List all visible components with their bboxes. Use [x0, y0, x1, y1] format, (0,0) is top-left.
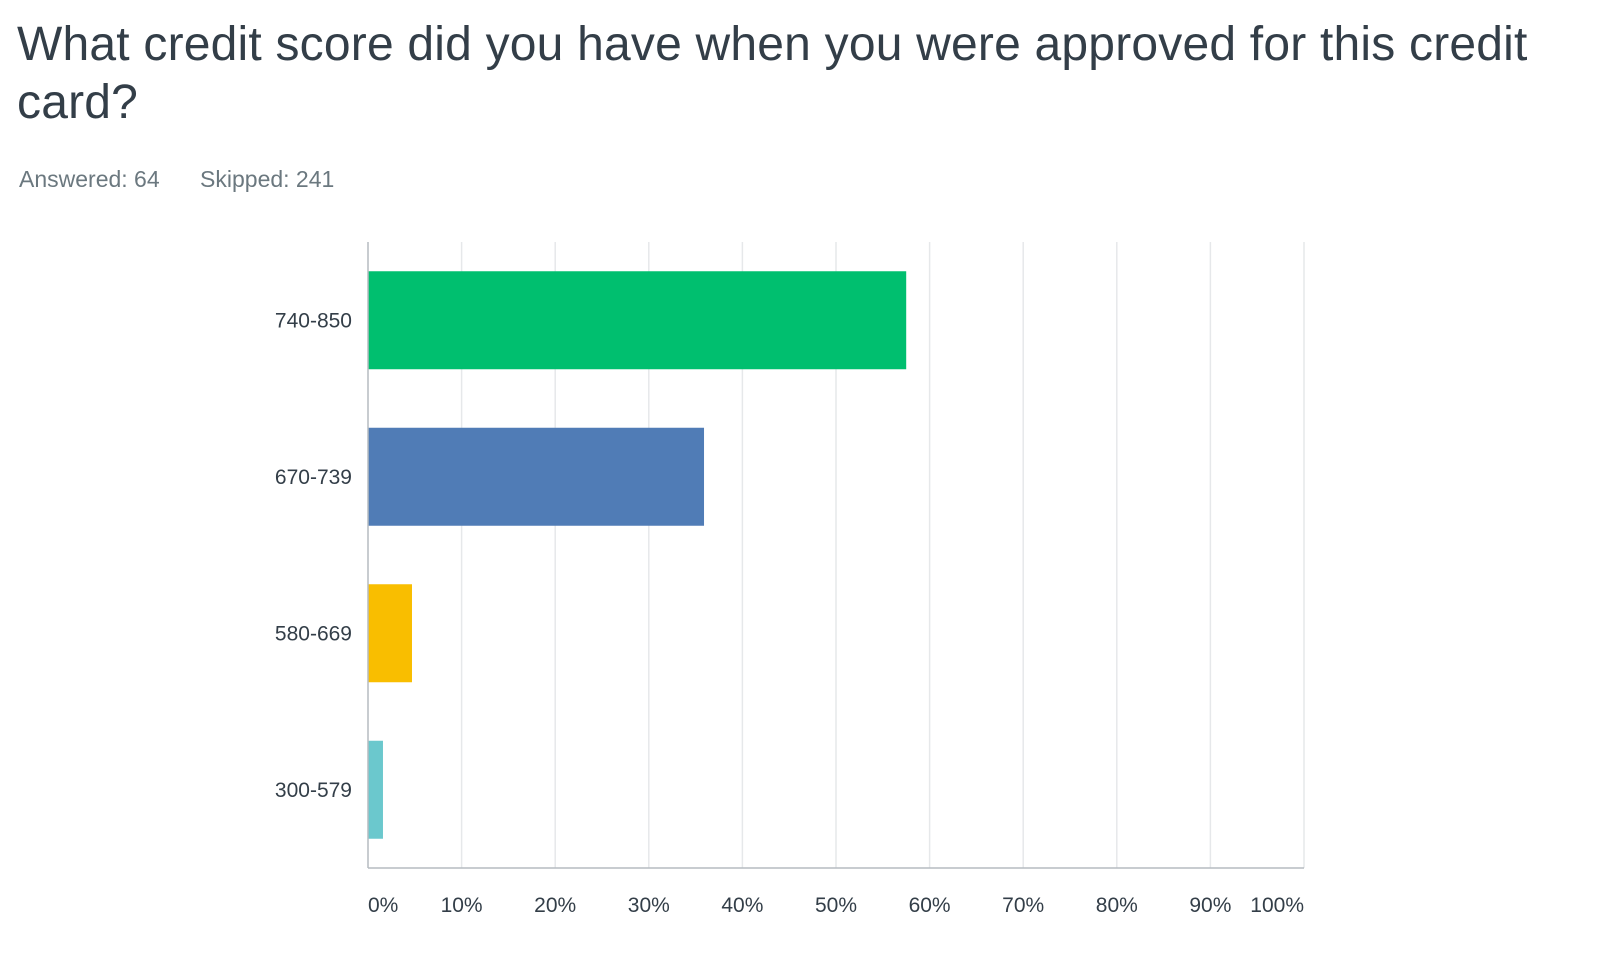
bar-740-850: [368, 271, 907, 370]
bar-670-739: [368, 427, 705, 526]
bars: [368, 271, 907, 839]
category-label: 580-669: [275, 622, 352, 645]
x-tick-label: 60%: [909, 894, 951, 917]
axes: [367, 242, 1304, 869]
x-tick-label: 10%: [441, 894, 483, 917]
x-tick-label: 0%: [368, 894, 398, 917]
x-tick-label: 30%: [628, 894, 670, 917]
x-tick-label: 20%: [534, 894, 576, 917]
bar-300-579: [368, 740, 383, 839]
category-label: 670-739: [275, 466, 352, 489]
skipped-count: Skipped: 241: [200, 166, 335, 192]
answered-count: Answered: 64: [19, 166, 160, 192]
x-tick-label: 90%: [1189, 894, 1231, 917]
x-tick-label: 80%: [1096, 894, 1138, 917]
category-label: 300-579: [275, 779, 352, 802]
question-title: What credit score did you have when you …: [17, 18, 1528, 129]
x-tick-label: 100%: [1250, 894, 1304, 917]
gridlines: [460, 242, 1305, 868]
bar-580-669: [368, 584, 412, 683]
x-tick-label: 70%: [1002, 894, 1044, 917]
x-tick-label: 40%: [721, 894, 763, 917]
response-stats: Answered: 64 Skipped: 241: [19, 166, 368, 193]
x-tick-label: 50%: [815, 894, 857, 917]
category-label: 740-850: [275, 309, 352, 332]
labels: 0% 10% 20% 30% 40% 50% 60% 70% 80% 90% 100% 740-850…: [275, 309, 1304, 917]
